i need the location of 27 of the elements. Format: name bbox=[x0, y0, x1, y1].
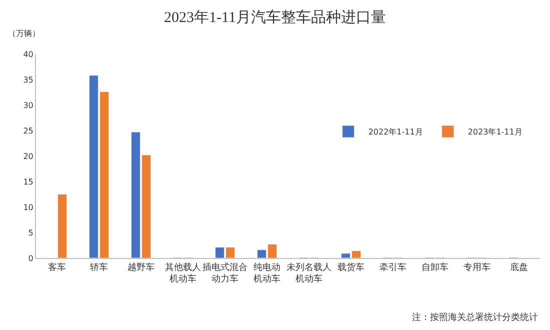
y-tick-label: 15 bbox=[23, 177, 34, 186]
y-tick-label: 40 bbox=[23, 50, 34, 59]
x-tick-label: 载货车 bbox=[338, 262, 364, 273]
x-tick-label: 自卸车 bbox=[422, 262, 448, 273]
y-tick-label: 30 bbox=[23, 100, 34, 110]
x-tick-label: 专用车 bbox=[464, 262, 490, 273]
x-tick-label: 未列名载人机动车 bbox=[286, 262, 332, 284]
x-tick-label: 纯电动机动车 bbox=[254, 262, 280, 284]
legend-label: 2022年1-11月 bbox=[368, 128, 423, 137]
x-tick-label: 插电式混合动力车 bbox=[202, 262, 248, 284]
y-tick-label: 20 bbox=[23, 152, 34, 161]
x-tick-label: 底盘 bbox=[510, 262, 528, 273]
x-tick-label: 其他载人机动车 bbox=[165, 262, 201, 284]
y-tick-label: 35 bbox=[23, 75, 34, 84]
y-axis-title: （万辆） bbox=[8, 29, 40, 38]
text: 注：按照海关总署统计分类统计 bbox=[412, 312, 538, 323]
y-tick-label: 5 bbox=[28, 228, 34, 238]
bar bbox=[58, 194, 67, 258]
y-tick-label: 10 bbox=[23, 202, 34, 212]
x-tick-label: 客车 bbox=[48, 262, 66, 273]
x-tick-label: 牵引车 bbox=[380, 262, 406, 273]
y-tick-label: 0 bbox=[28, 254, 34, 263]
chart-title: 2023年1-11月汽车整车品种进口量 bbox=[164, 9, 386, 26]
x-tick-label: 轿车 bbox=[90, 262, 108, 273]
legend-label: 2023年1-11月 bbox=[468, 128, 522, 137]
y-tick-label: 25 bbox=[23, 126, 34, 136]
x-tick-label: 越野车 bbox=[128, 262, 154, 273]
